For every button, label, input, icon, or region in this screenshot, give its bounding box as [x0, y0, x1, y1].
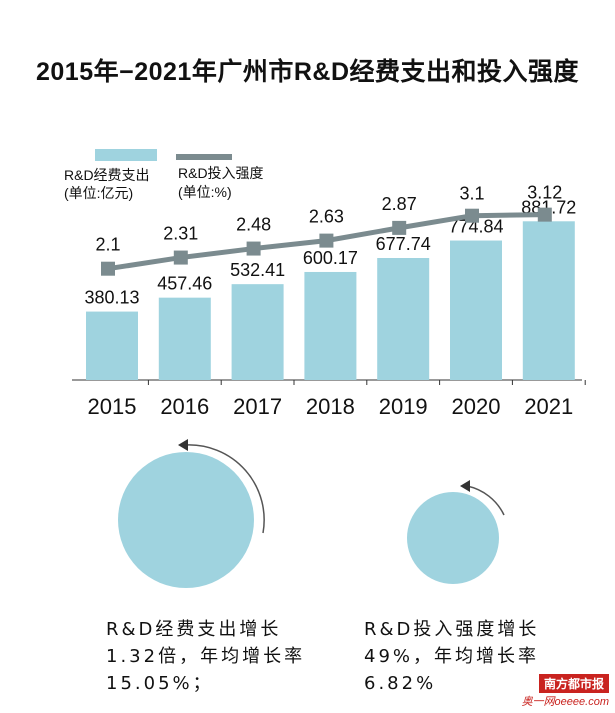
bar-data-label: 457.46	[157, 274, 212, 294]
bar-data-label: 677.74	[376, 234, 431, 254]
bar-data-label: 600.17	[303, 248, 358, 268]
line-data-label: 2.31	[163, 224, 198, 244]
line-data-label: 2.1	[95, 235, 120, 255]
bar-rd-expenditure	[377, 258, 430, 380]
growth-caption-line: 15.05%；	[106, 673, 214, 694]
line-data-label: 3.12	[527, 183, 562, 203]
website-label: 奥一网oeeee.com	[521, 696, 609, 708]
legend-label-intensity: R&D投入强度	[178, 165, 264, 181]
growth-caption-line: R&D投入强度增长	[364, 619, 540, 640]
growth-arc-expenditure	[185, 444, 265, 534]
bar-rd-expenditure	[86, 311, 138, 380]
bar-rd-expenditure	[522, 221, 575, 380]
bar-rd-expenditure	[231, 284, 284, 380]
line-marker	[537, 207, 552, 222]
line-data-label: 2.87	[382, 194, 417, 214]
line-marker	[319, 233, 334, 248]
chart-title: 2015年−2021年广州市R&D经费支出和投入强度	[36, 58, 579, 86]
x-tick-label: 2020	[452, 394, 501, 419]
arrow-head-icon	[460, 480, 470, 492]
x-tick-label: 2015	[88, 394, 137, 419]
line-marker	[392, 220, 407, 235]
growth-caption-line: 6.82%	[364, 673, 437, 694]
legend-label-expenditure: R&D经费支出	[64, 167, 150, 183]
line-data-label: 3.1	[459, 184, 484, 204]
newspaper-logo: 南方都市报	[538, 674, 609, 693]
x-tick-label: 2019	[379, 394, 428, 419]
growth-caption-expenditure: R&D经费支出增长 1.32倍，年均增长率 15.05%；	[106, 616, 305, 697]
x-tick-label: 2018	[306, 394, 355, 419]
line-data-label: 2.48	[236, 215, 271, 235]
x-tick-label: 2021	[524, 394, 573, 419]
bar-data-label: 532.41	[230, 260, 285, 280]
legend-unit-expenditure: (单位:亿元)	[64, 185, 133, 201]
arrow-head-icon	[178, 439, 188, 451]
growth-caption-line: 1.32倍，年均增长率	[106, 646, 306, 667]
bar-data-label: 774.84	[448, 217, 503, 237]
bar-data-label: 380.13	[84, 288, 139, 308]
x-tick-label: 2017	[233, 394, 282, 419]
growth-circle-expenditure	[118, 452, 254, 588]
growth-caption-line: 49%，年均增长率	[364, 646, 540, 667]
newspaper-watermark: 南方都市报 奥一网oeeee.com	[522, 674, 609, 709]
growth-caption-intensity: R&D投入强度增长 49%，年均增长率 6.82%	[364, 616, 539, 697]
line-marker	[465, 208, 479, 223]
line-marker	[246, 241, 261, 256]
line-marker	[101, 261, 115, 276]
legend-unit-intensity: (单位:%)	[178, 184, 232, 200]
growth-arc-intensity	[466, 485, 505, 516]
x-tick-label: 2016	[160, 394, 209, 419]
growth-caption-line: R&D经费支出增长	[106, 619, 282, 640]
growth-circle-intensity	[407, 492, 499, 584]
bar-rd-expenditure	[450, 240, 502, 380]
line-marker	[173, 250, 188, 265]
bar-rd-expenditure	[304, 271, 357, 380]
bar-rd-expenditure	[158, 297, 211, 380]
line-data-label: 2.63	[309, 207, 344, 227]
legend-swatch-expenditure	[95, 149, 157, 161]
